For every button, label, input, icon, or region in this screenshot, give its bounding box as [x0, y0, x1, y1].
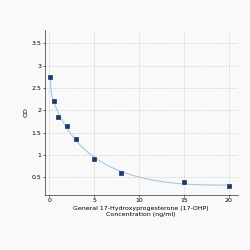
Y-axis label: OD: OD	[24, 108, 29, 118]
X-axis label: General 17-Hydroxyprogesterone (17-OHP)
Concentration (ng/ml): General 17-Hydroxyprogesterone (17-OHP) …	[74, 206, 209, 217]
